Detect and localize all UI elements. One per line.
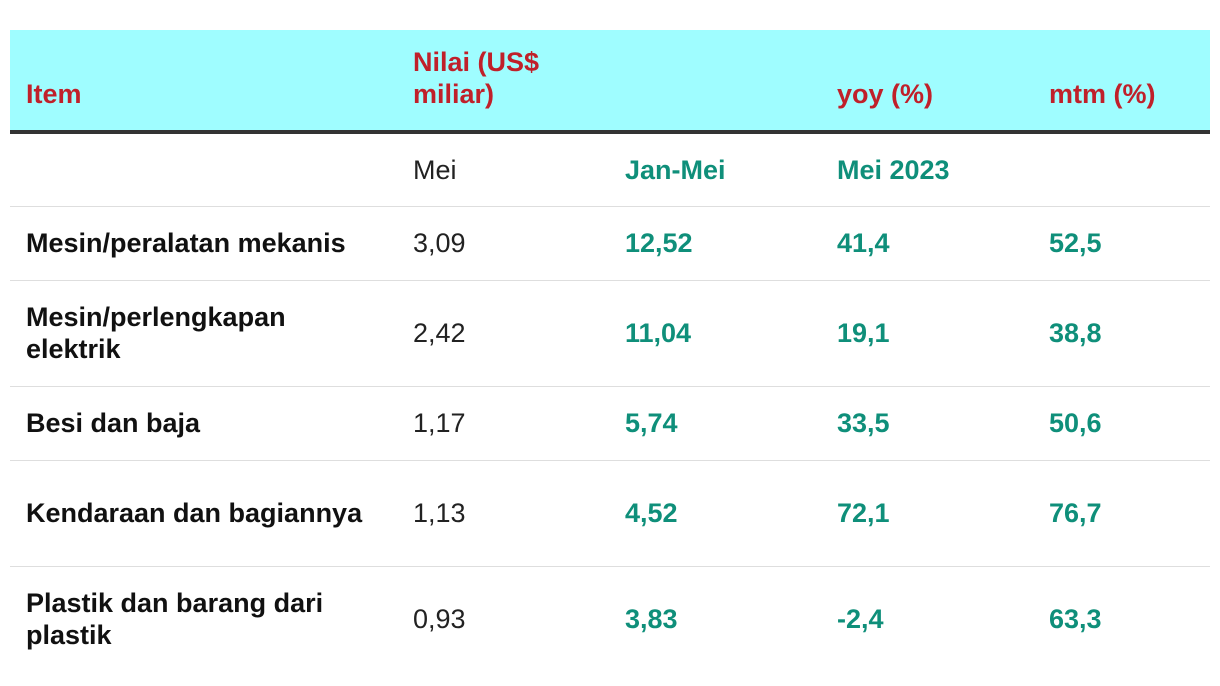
subheader-mei: Mei bbox=[397, 132, 609, 207]
table-row: Mesin/perlengkapan elektrik 2,42 11,04 1… bbox=[10, 280, 1210, 387]
row-item: Plastik dan barang dari plastik bbox=[26, 588, 324, 651]
row-mtm-value: 50,6 bbox=[1033, 386, 1210, 461]
table-row: Mesin/peralatan mekanis 3,09 12,52 41,4 … bbox=[10, 206, 1210, 281]
row-mei-value: 1,17 bbox=[397, 386, 609, 461]
row-item: Mesin/perlengkapan elektrik bbox=[10, 280, 397, 387]
row-jan-mei-value: 12,52 bbox=[609, 206, 821, 281]
table-row: Besi dan baja 1,17 5,74 33,5 50,6 bbox=[10, 386, 1210, 461]
import-table-container: Item Nilai (US$ miliar) yoy (%) mtm (%) … bbox=[10, 30, 1210, 672]
table-header-row: Item Nilai (US$ miliar) yoy (%) mtm (%) bbox=[10, 30, 1210, 134]
subheader-mtm bbox=[1033, 132, 1210, 207]
row-mei-value: 1,13 bbox=[397, 460, 609, 567]
header-mtm: mtm (%) bbox=[1033, 30, 1210, 134]
row-yoy-value: 41,4 bbox=[821, 206, 1033, 281]
row-mtm-value: 76,7 bbox=[1033, 460, 1210, 567]
row-yoy-value: 33,5 bbox=[821, 386, 1033, 461]
row-item: Mesin/peralatan mekanis bbox=[10, 206, 397, 281]
row-jan-mei-value: 3,83 bbox=[625, 604, 678, 635]
subheader-mei-2023: Mei 2023 bbox=[821, 132, 1033, 207]
row-mei-value: 3,09 bbox=[397, 206, 609, 281]
row-mei-value: 0,93 bbox=[413, 604, 466, 635]
row-jan-mei-value: 5,74 bbox=[609, 386, 821, 461]
table-row: Plastik dan barang dari plastik 0,93 3,8… bbox=[10, 566, 1210, 672]
row-jan-mei-value: 11,04 bbox=[609, 280, 821, 387]
row-yoy-value: 19,1 bbox=[821, 280, 1033, 387]
row-mtm-value: 38,8 bbox=[1033, 280, 1210, 387]
import-table: Item Nilai (US$ miliar) yoy (%) mtm (%) … bbox=[10, 30, 1210, 672]
row-mei-value: 2,42 bbox=[397, 280, 609, 387]
subheader-jan-mei: Jan-Mei bbox=[609, 132, 821, 207]
row-item: Besi dan baja bbox=[10, 386, 397, 461]
subheader-item bbox=[10, 132, 397, 207]
row-item: Kendaraan dan bagiannya bbox=[10, 460, 397, 567]
row-mtm-value: 63,3 bbox=[1049, 604, 1102, 635]
row-jan-mei-value: 4,52 bbox=[609, 460, 821, 567]
header-value: Nilai (US$ miliar) bbox=[397, 30, 609, 134]
header-jan-mei bbox=[609, 30, 821, 134]
table-subheader-row: Mei Jan-Mei Mei 2023 bbox=[10, 132, 1210, 207]
header-yoy: yoy (%) bbox=[821, 30, 1033, 134]
table-row: Kendaraan dan bagiannya 1,13 4,52 72,1 7… bbox=[10, 460, 1210, 567]
row-mtm-value: 52,5 bbox=[1033, 206, 1210, 281]
header-item: Item bbox=[10, 30, 397, 134]
row-yoy-value: 72,1 bbox=[821, 460, 1033, 567]
row-yoy-value: -2,4 bbox=[837, 604, 884, 635]
